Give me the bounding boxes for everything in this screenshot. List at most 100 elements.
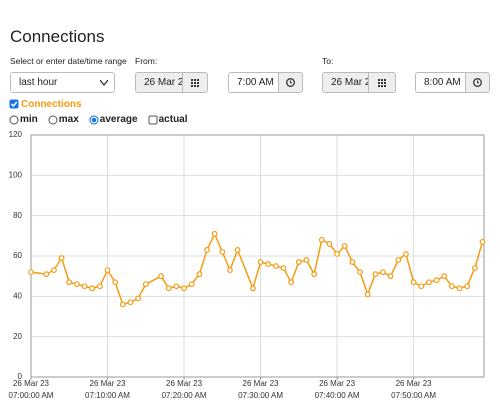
data-point	[219, 249, 226, 255]
data-point	[89, 285, 96, 292]
data-point	[456, 285, 463, 292]
data-point	[364, 291, 371, 298]
data-point	[433, 277, 440, 284]
x-tick-label: 26 Mar 23	[396, 379, 433, 388]
option[interactable]: max	[48, 114, 79, 125]
chart: 0 20 40 60 80 100 120 26 Mar 23 07:00:00 AM 26 Ma…	[9, 130, 486, 400]
data-point	[349, 259, 356, 265]
range-select[interactable]: last hour	[10, 72, 115, 93]
data-point	[448, 283, 455, 290]
to-label: To:	[322, 56, 334, 66]
data-point	[227, 267, 233, 274]
x-tick-label: 26 Mar 23	[90, 379, 127, 388]
x-tick-label: 07:50:00 AM	[391, 391, 436, 400]
data-point	[188, 281, 195, 288]
calendar-icon	[378, 79, 386, 87]
data-point	[66, 279, 73, 286]
to-time[interactable]: 8:00 AM	[415, 72, 466, 93]
y-tick-label: 120	[9, 130, 23, 139]
clock-icon	[473, 78, 482, 87]
calendar-button[interactable]	[182, 72, 208, 93]
x-tick-label: 07:40:00 AM	[315, 391, 360, 400]
data-point	[250, 285, 256, 292]
option[interactable]: actual	[148, 114, 188, 125]
option[interactable]: min	[9, 114, 38, 125]
data-point	[173, 283, 180, 290]
data-point	[318, 236, 325, 243]
option[interactable]: average	[89, 114, 138, 125]
data-point	[357, 269, 363, 276]
x-tick-label: 07:30:00 AM	[238, 391, 283, 400]
data-point	[387, 273, 394, 280]
data-point	[380, 269, 386, 276]
data-point	[334, 251, 340, 257]
aggregation-options: min max average actual	[9, 114, 198, 125]
clock-icon	[286, 78, 295, 87]
series-toggle[interactable]: Connections	[9, 99, 82, 110]
from-time[interactable]: 7:00 AM	[228, 72, 279, 93]
page-title: Connections	[10, 27, 105, 46]
option-label: actual	[158, 114, 188, 125]
data-point	[288, 279, 295, 286]
x-tick-label: 07:00:00 AM	[9, 391, 54, 400]
data-point	[341, 243, 348, 249]
data-point	[28, 269, 34, 276]
y-tick-label: 60	[13, 251, 22, 260]
to-date[interactable]: 26 Mar 23	[322, 72, 369, 93]
clock-button[interactable]	[278, 72, 303, 93]
data-point	[112, 279, 119, 286]
from-label: From:	[135, 56, 158, 66]
data-point	[418, 283, 425, 290]
x-tick-label: 07:10:00 AM	[85, 391, 130, 400]
y-tick-label: 20	[13, 332, 22, 341]
data-point	[403, 251, 409, 257]
data-point	[410, 279, 417, 286]
to-time-text: 8:00 AM	[424, 77, 461, 88]
data-point	[158, 273, 164, 280]
data-point	[272, 263, 279, 269]
radio	[9, 115, 19, 124]
y-tick-label: 80	[13, 211, 22, 220]
series-name: Connections	[21, 99, 82, 110]
data-point	[303, 257, 310, 263]
calendar-button[interactable]	[368, 72, 396, 93]
data-point	[426, 279, 432, 286]
checkbox	[148, 115, 158, 124]
data-point	[81, 283, 88, 290]
data-point	[96, 283, 103, 290]
data-point	[181, 285, 187, 292]
option-label: min	[20, 114, 38, 125]
from-date-text: 26 Mar 23	[144, 77, 183, 88]
data-point	[464, 283, 471, 290]
data-point	[196, 271, 203, 278]
data-point	[204, 247, 210, 253]
data-point	[372, 271, 379, 278]
data-point	[441, 273, 448, 280]
radio	[48, 115, 58, 124]
data-point	[74, 281, 80, 288]
data-point	[395, 257, 402, 263]
data-point	[127, 299, 134, 306]
data-point	[265, 261, 272, 267]
range-value: last hour	[19, 77, 58, 88]
data-point	[43, 271, 50, 278]
y-tick-label: 40	[13, 291, 22, 300]
radio-checked	[89, 115, 99, 124]
data-point	[119, 301, 126, 308]
data-point	[51, 267, 57, 274]
calendar-icon	[191, 79, 199, 87]
data-point	[326, 240, 333, 247]
clock-button[interactable]	[465, 72, 490, 93]
data-point	[211, 230, 218, 237]
plot-border	[30, 134, 485, 378]
y-tick-label: 0	[18, 372, 23, 381]
data-point	[165, 285, 172, 292]
from-time-text: 7:00 AM	[237, 77, 274, 88]
data-point	[295, 259, 302, 265]
x-tick-label: 26 Mar 23	[243, 379, 280, 388]
from-date[interactable]: 26 Mar 23	[135, 72, 183, 93]
x-tick-label: 26 Mar 23	[319, 379, 356, 388]
data-point	[58, 255, 65, 261]
x-tick-label: 26 Mar 23	[13, 379, 50, 388]
